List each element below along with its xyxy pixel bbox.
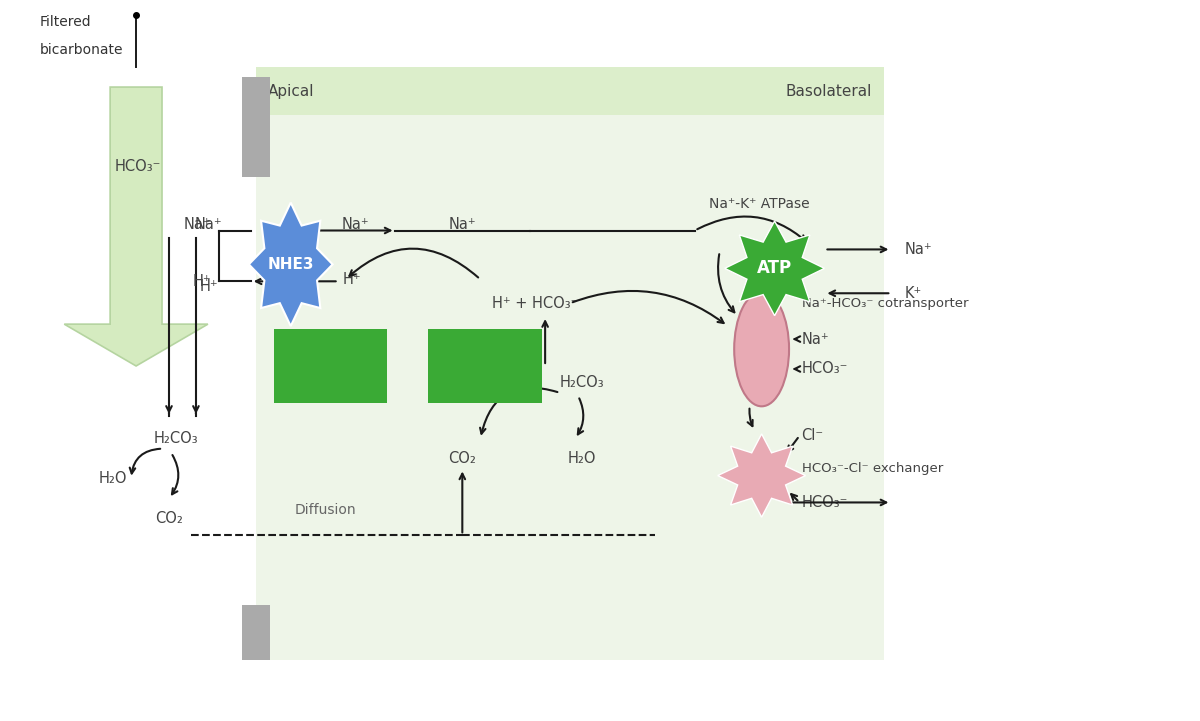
FancyBboxPatch shape — [428, 329, 542, 403]
Text: H₂O: H₂O — [568, 451, 596, 466]
Text: Na⁺: Na⁺ — [342, 217, 370, 232]
Text: HCO₃⁻: HCO₃⁻ — [802, 361, 848, 376]
Text: H⁺ + HCO₃⁻: H⁺ + HCO₃⁻ — [492, 296, 578, 311]
Text: H₂CO₃: H₂CO₃ — [559, 376, 605, 390]
Text: HCO₃⁻: HCO₃⁻ — [802, 495, 848, 510]
Text: Na⁺: Na⁺ — [449, 217, 476, 232]
Text: HCO₃⁻-Cl⁻ exchanger: HCO₃⁻-Cl⁻ exchanger — [802, 462, 943, 475]
Text: Na⁺-K⁺ ATPase: Na⁺-K⁺ ATPase — [709, 197, 810, 211]
Text: Na⁺: Na⁺ — [802, 332, 829, 347]
Polygon shape — [65, 87, 208, 366]
Text: Filtered: Filtered — [40, 15, 91, 30]
Text: HCO₃⁻: HCO₃⁻ — [114, 159, 161, 174]
Text: CA-IV: CA-IV — [304, 357, 358, 375]
Text: Diffusion: Diffusion — [295, 503, 356, 518]
Text: H⁺: H⁺ — [192, 274, 211, 289]
Text: CO₂: CO₂ — [449, 451, 476, 466]
Polygon shape — [718, 434, 805, 517]
Text: Basolateral: Basolateral — [786, 84, 872, 99]
FancyBboxPatch shape — [242, 77, 270, 177]
FancyBboxPatch shape — [256, 67, 884, 115]
Text: ATP: ATP — [757, 260, 792, 278]
Text: H⁺: H⁺ — [342, 272, 361, 287]
Text: Cl⁻: Cl⁻ — [802, 428, 823, 443]
Text: bicarbonate: bicarbonate — [40, 43, 122, 57]
Polygon shape — [248, 203, 332, 326]
Text: K⁺: K⁺ — [905, 286, 922, 301]
Text: Apical: Apical — [268, 84, 314, 99]
Text: H⁺: H⁺ — [199, 279, 218, 293]
FancyBboxPatch shape — [274, 329, 388, 403]
Text: H₂CO₃: H₂CO₃ — [154, 431, 198, 446]
Polygon shape — [725, 221, 824, 316]
FancyBboxPatch shape — [256, 67, 884, 660]
Text: H₂O: H₂O — [98, 471, 127, 486]
Text: CO₂: CO₂ — [155, 511, 182, 526]
Text: Na⁺: Na⁺ — [905, 242, 932, 257]
Ellipse shape — [734, 292, 790, 407]
Text: NHE3: NHE3 — [268, 257, 314, 272]
FancyBboxPatch shape — [242, 605, 270, 660]
Text: CA-II: CA-II — [462, 357, 509, 375]
Text: Na⁺-HCO₃⁻ cotransporter: Na⁺-HCO₃⁻ cotransporter — [802, 297, 968, 310]
Text: Na⁺: Na⁺ — [196, 217, 223, 232]
Text: Na⁺: Na⁺ — [184, 217, 211, 232]
